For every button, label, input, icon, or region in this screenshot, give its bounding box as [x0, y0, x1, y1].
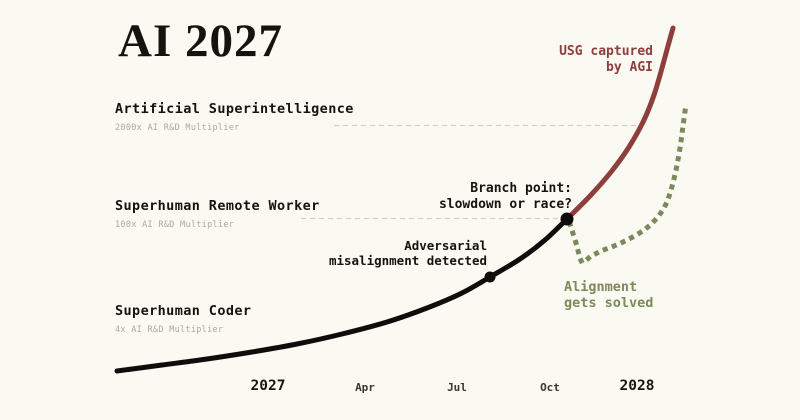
milestone-multiplier: 4x AI R&D Multiplier — [115, 325, 224, 335]
x-tick-jul: Jul — [447, 381, 467, 394]
milestone-multiplier: 100x AI R&D Multiplier — [115, 220, 235, 230]
page-title: AI 2027 — [118, 15, 283, 67]
annotation-line: by AGI — [606, 59, 653, 75]
race-curve — [564, 25, 676, 222]
annotation-line: USG captured — [559, 44, 653, 59]
annotation-line: gets solved — [564, 295, 654, 312]
annotation-line: misalignment detected — [328, 253, 487, 269]
x-tick-oct: Oct — [540, 381, 560, 394]
milestone-artificial-superintelligence: Artificial Superintelligence 2000x AI R&… — [115, 101, 354, 133]
annotation-line: Alignment — [564, 279, 638, 295]
annotation-adversarial-misalignment: Adversarial misalignment detected — [329, 238, 487, 269]
milestone-label: Superhuman Coder — [115, 303, 252, 319]
milestone-label: Artificial Superintelligence — [115, 101, 354, 117]
milestone-multiplier: 2000x AI R&D Multiplier — [115, 123, 240, 133]
main-curve — [114, 216, 570, 374]
annotation-line: Adversarial — [404, 238, 487, 253]
milestone-label: Superhuman Remote Worker — [115, 198, 320, 214]
annotation-usg-captured: USG captured by AGI — [559, 44, 653, 76]
annotation-line: slowdown or race? — [438, 196, 572, 212]
milestone-superhuman-coder: Superhuman Coder 4x AI R&D Multiplier — [115, 303, 251, 335]
x-tick-apr: Apr — [355, 381, 375, 394]
slowdown-curve — [566, 101, 689, 266]
x-tick-2028: 2028 — [619, 378, 655, 394]
misalignment-dot — [484, 271, 496, 283]
x-tick-2027: 2027 — [250, 378, 286, 394]
branch-dot — [560, 212, 574, 226]
annotation-alignment-solved: Alignment gets solved — [564, 279, 653, 312]
annotation-branch-point: Branch point: slowdown or race? — [439, 181, 572, 213]
milestone-superhuman-remote-worker: Superhuman Remote Worker 100x AI R&D Mul… — [115, 198, 320, 230]
annotation-line: Branch point: — [470, 181, 572, 196]
